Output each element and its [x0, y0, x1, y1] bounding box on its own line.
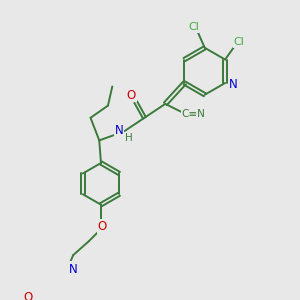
- Text: O: O: [24, 291, 33, 300]
- Text: N: N: [229, 78, 237, 91]
- Text: N: N: [115, 124, 124, 137]
- Text: Cl: Cl: [234, 37, 244, 47]
- Text: O: O: [97, 220, 106, 233]
- Text: O: O: [127, 89, 136, 102]
- Text: C≡N: C≡N: [181, 109, 205, 119]
- Text: N: N: [69, 263, 77, 276]
- Text: H: H: [125, 133, 133, 143]
- Text: Cl: Cl: [188, 22, 199, 32]
